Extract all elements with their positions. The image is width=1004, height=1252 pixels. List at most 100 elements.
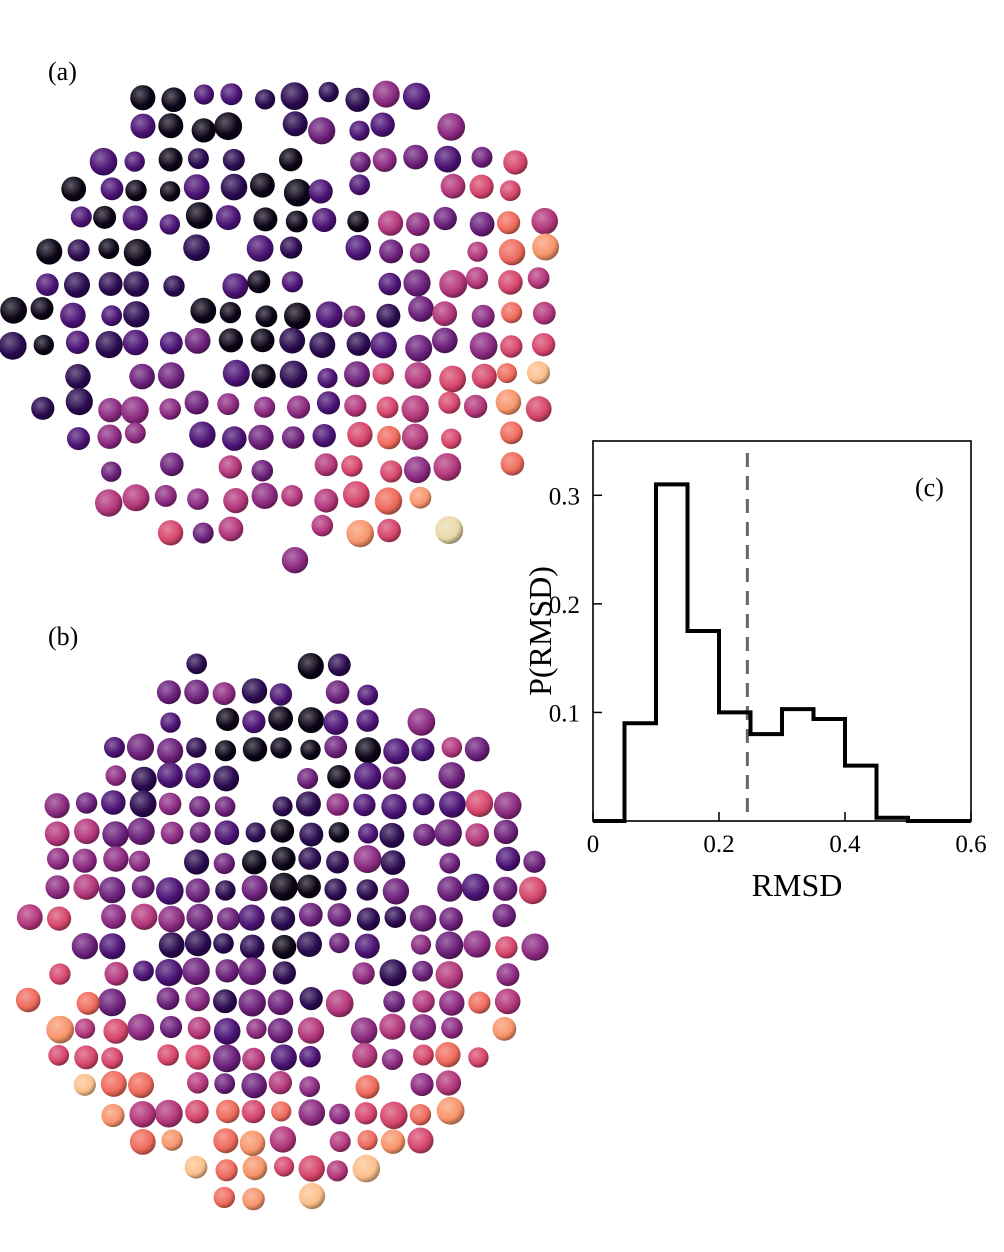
particle <box>438 391 461 414</box>
particle <box>101 1047 124 1070</box>
particle <box>44 821 70 847</box>
particle <box>379 1013 406 1040</box>
particle <box>532 233 560 261</box>
particle <box>435 1042 461 1068</box>
particle <box>343 305 366 328</box>
particle <box>212 1044 241 1073</box>
particle <box>74 1018 96 1039</box>
particle <box>298 902 323 927</box>
particle <box>269 1126 297 1153</box>
particle <box>222 148 245 171</box>
particle <box>218 455 242 479</box>
particle <box>185 878 210 903</box>
x-axis-title: RMSD <box>752 867 843 903</box>
particle <box>471 363 497 389</box>
particle <box>74 818 100 845</box>
particle <box>493 819 519 845</box>
particle <box>241 678 268 704</box>
y-axis-title: P(RMSD) <box>522 566 558 696</box>
particle <box>187 488 209 510</box>
histogram-bin <box>625 723 657 821</box>
particle <box>46 1015 75 1044</box>
particle <box>299 1076 320 1098</box>
particle <box>281 426 305 449</box>
particle <box>284 302 311 330</box>
particle <box>501 302 523 324</box>
particle <box>299 987 323 1011</box>
particle <box>377 518 401 543</box>
particle <box>101 904 126 929</box>
particle <box>191 118 216 143</box>
particle <box>89 147 118 176</box>
particle <box>432 301 458 327</box>
particle <box>157 762 183 788</box>
particle <box>374 487 403 515</box>
particle <box>298 707 324 734</box>
particle <box>182 957 210 986</box>
particle <box>441 737 463 758</box>
particle <box>48 1044 70 1066</box>
particle <box>105 765 127 786</box>
particle <box>461 873 490 901</box>
particle <box>403 456 431 484</box>
particle <box>468 1047 489 1068</box>
particle <box>464 736 490 762</box>
histogram-bin <box>719 712 751 821</box>
particle <box>435 1070 462 1096</box>
particle <box>61 176 87 202</box>
particle <box>245 822 266 843</box>
particle <box>438 762 466 789</box>
particle <box>272 961 296 985</box>
particle <box>326 793 350 816</box>
particle <box>15 987 41 1013</box>
particle <box>439 365 466 393</box>
particle <box>274 1156 295 1177</box>
particle <box>103 846 129 872</box>
particle <box>495 936 518 959</box>
particle <box>327 903 352 927</box>
particle <box>405 334 433 362</box>
particle <box>380 460 403 483</box>
particle <box>156 680 181 705</box>
particle <box>123 271 149 297</box>
particle <box>255 305 278 328</box>
particle <box>246 1018 267 1039</box>
particle <box>372 148 397 172</box>
particle <box>214 796 236 817</box>
particle <box>255 89 276 110</box>
particle <box>36 238 63 265</box>
particle <box>101 1103 125 1128</box>
particle <box>352 962 375 985</box>
particle <box>268 1071 292 1095</box>
particle <box>300 739 321 760</box>
particle <box>269 683 293 706</box>
particle <box>131 875 155 899</box>
particle <box>158 932 185 958</box>
particle <box>251 459 274 482</box>
particle <box>159 1015 183 1039</box>
particle <box>441 1017 463 1039</box>
particle <box>93 205 117 229</box>
particle <box>355 1074 380 1099</box>
particle <box>349 120 370 141</box>
particle <box>98 988 126 1017</box>
particle <box>341 455 363 477</box>
particle <box>223 488 249 514</box>
particle <box>271 906 296 931</box>
particle <box>412 793 435 816</box>
particle <box>242 850 267 875</box>
particle <box>378 272 402 296</box>
particle <box>222 359 250 387</box>
particle <box>184 849 210 875</box>
particle <box>323 709 349 735</box>
particle <box>157 738 184 765</box>
particle <box>163 275 185 297</box>
particle <box>98 397 123 423</box>
particle <box>471 304 495 328</box>
particle <box>213 989 237 1014</box>
particle <box>251 364 276 389</box>
particle <box>158 113 184 139</box>
particle <box>384 906 407 928</box>
particle <box>297 768 319 789</box>
particle <box>184 1155 208 1179</box>
